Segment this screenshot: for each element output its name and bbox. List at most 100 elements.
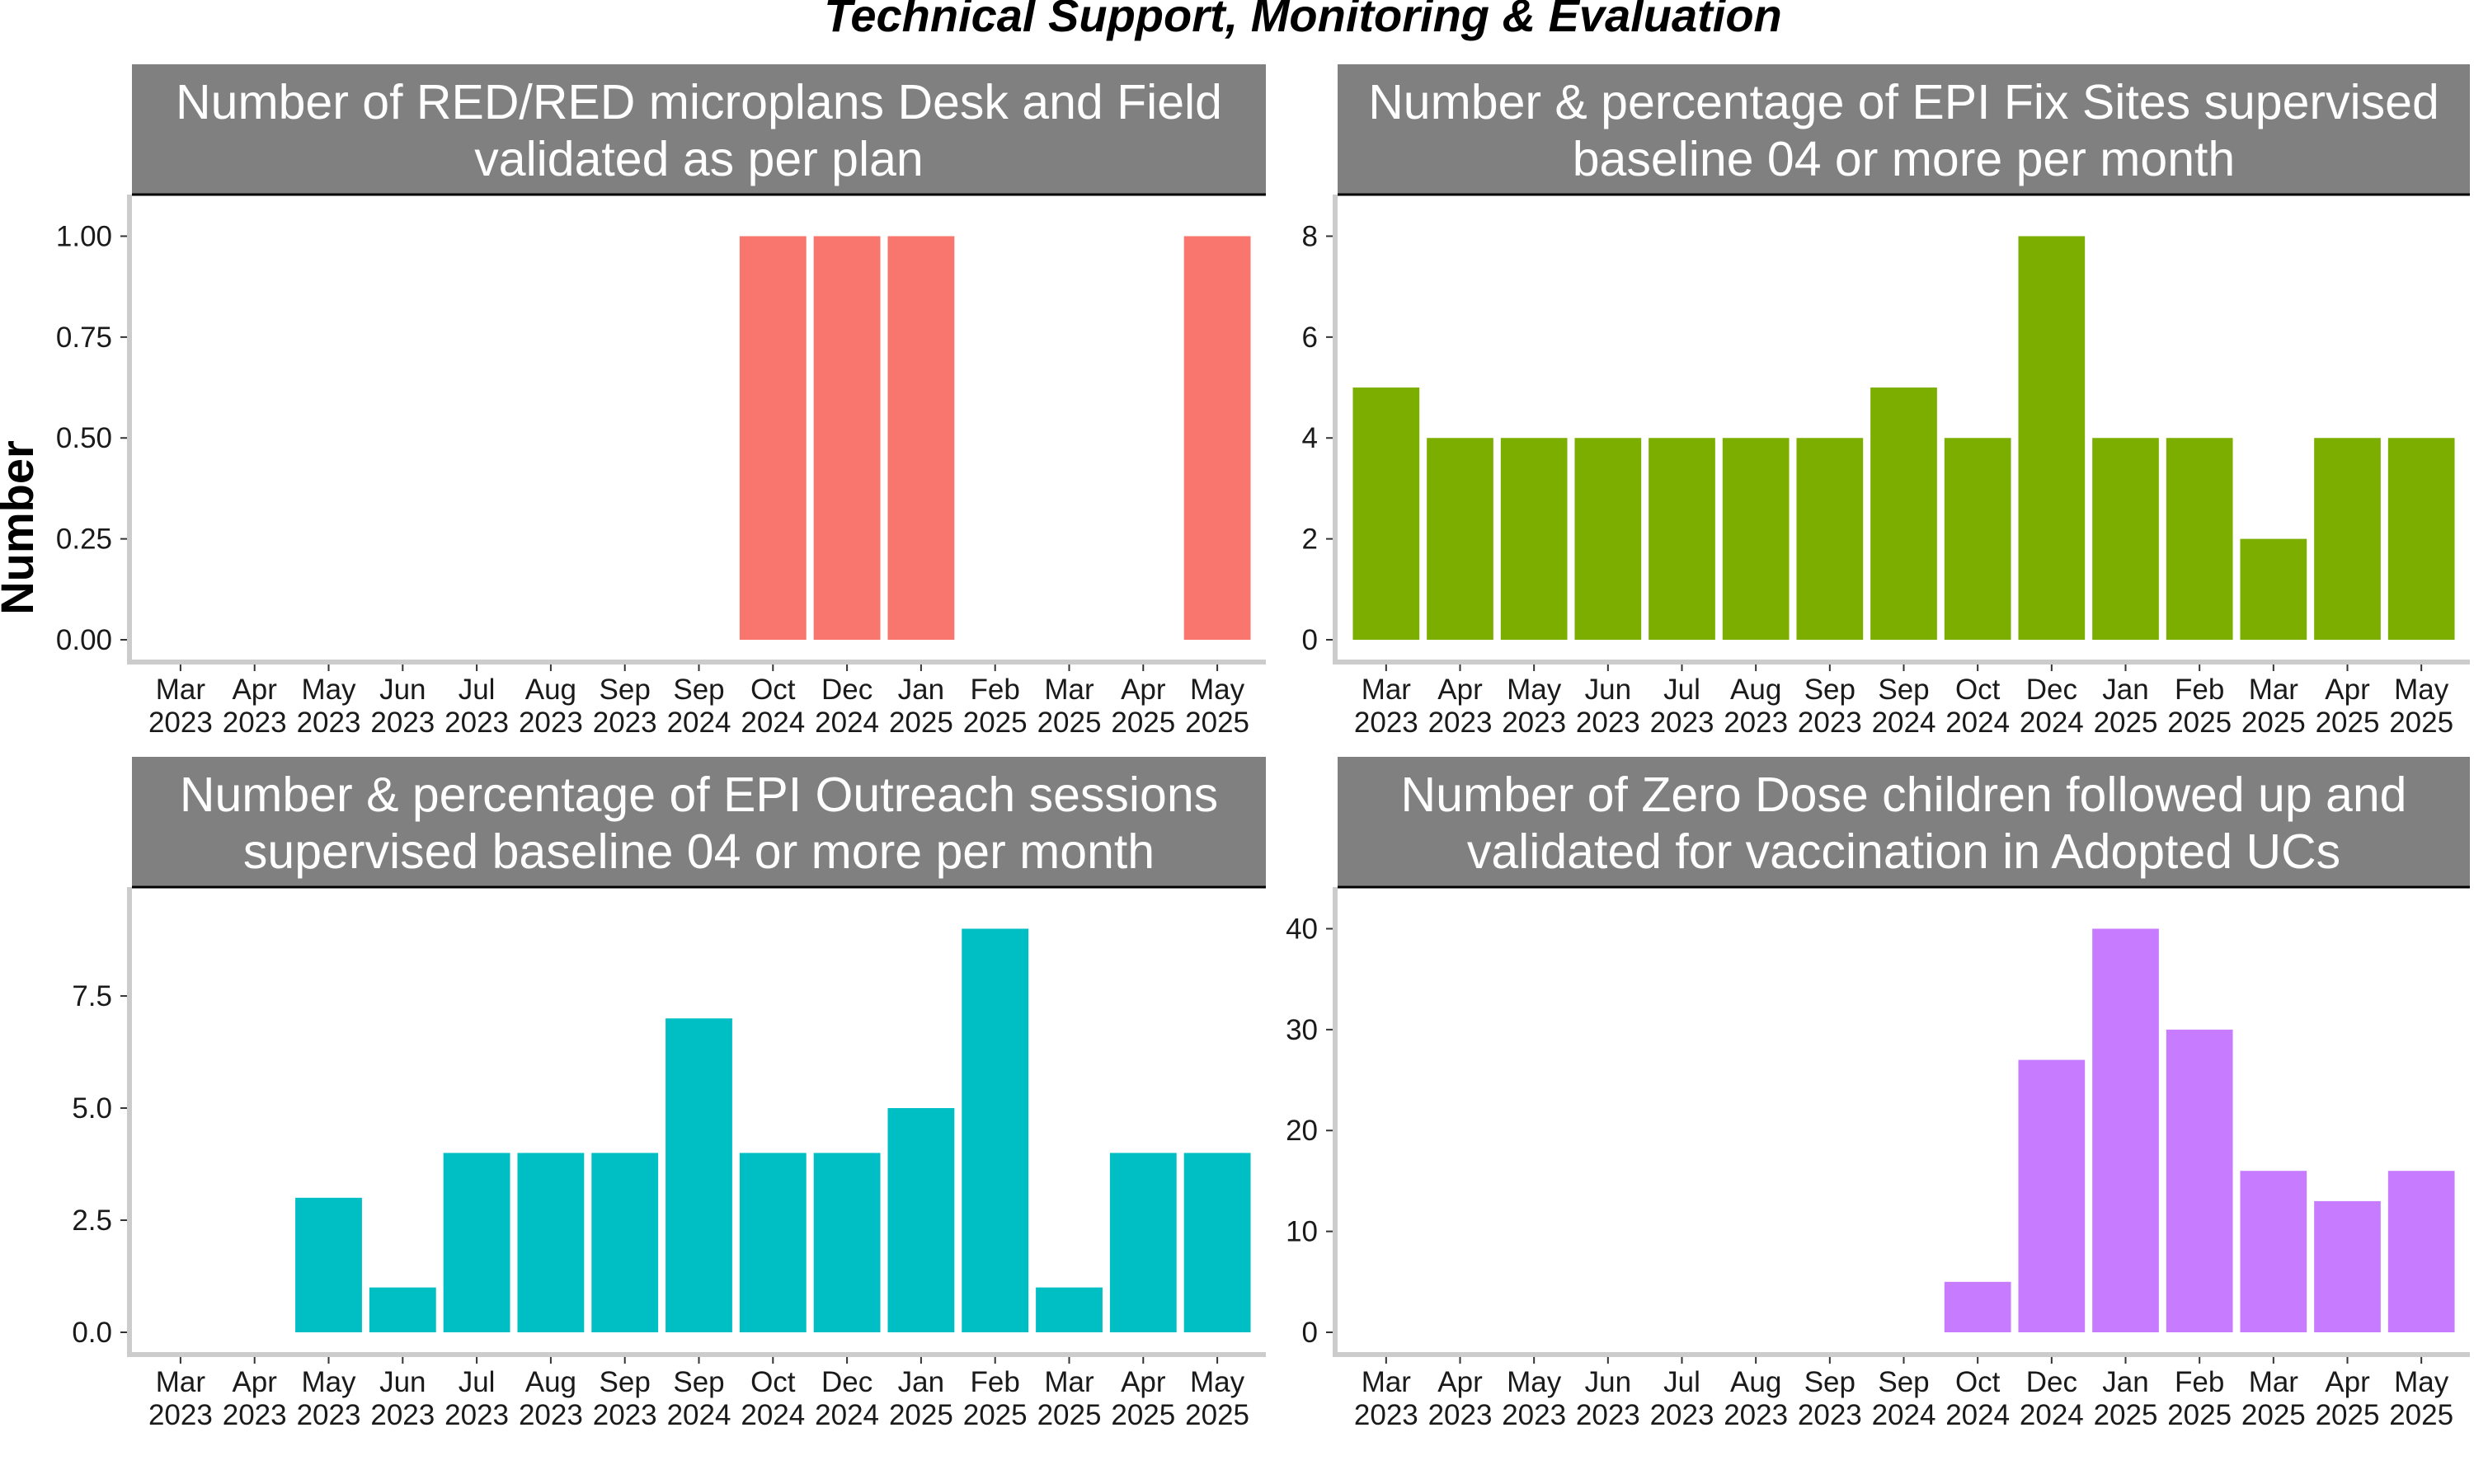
- y-axis-label: Number: [0, 440, 43, 615]
- y-tick-label: 10: [1286, 1216, 1318, 1248]
- bar: [1870, 387, 1937, 640]
- panel-title-line: Number of Zero Dose children followed up…: [1401, 768, 2407, 822]
- bar: [813, 236, 881, 640]
- x-tick-label-month: Jan: [2102, 1366, 2148, 1398]
- panel-title-strip: [132, 757, 1266, 887]
- bar: [813, 1153, 881, 1332]
- x-tick-label-year: 2023: [519, 1399, 583, 1431]
- x-tick-label-year: 2023: [297, 707, 361, 739]
- x-tick-label-month: Sep: [1878, 674, 1929, 706]
- x-tick-label-year: 2024: [2020, 707, 2084, 739]
- y-tick-label: 0.50: [56, 422, 112, 454]
- x-tick-label-year: 2025: [2167, 707, 2232, 739]
- x-tick-label-year: 2023: [1724, 1399, 1788, 1431]
- bar: [2314, 1200, 2381, 1332]
- bar: [2018, 236, 2086, 640]
- x-tick-label-year: 2024: [667, 707, 731, 739]
- x-tick-label-month: Sep: [1878, 1366, 1929, 1398]
- x-tick-label-year: 2025: [889, 1399, 953, 1431]
- bar: [295, 1197, 362, 1332]
- x-tick-label-month: Apr: [1121, 1366, 1166, 1398]
- x-tick-label-month: Sep: [600, 1366, 651, 1398]
- x-tick-label-month: Jul: [459, 674, 496, 706]
- y-tick-label: 2: [1302, 524, 1318, 556]
- x-tick-label-year: 2023: [1650, 1399, 1714, 1431]
- bar: [1036, 1287, 1103, 1332]
- x-tick-label-year: 2025: [1111, 707, 1175, 739]
- y-tick-label: 1.00: [56, 220, 112, 252]
- x-tick-label-month: Aug: [525, 1366, 576, 1398]
- x-tick-label-month: Sep: [673, 674, 724, 706]
- bar: [591, 1153, 659, 1332]
- x-tick-label-year: 2024: [1945, 707, 2010, 739]
- x-tick-label-year: 2023: [1354, 707, 1418, 739]
- x-tick-label-year: 2025: [1111, 1399, 1175, 1431]
- x-tick-label-month: Sep: [1804, 1366, 1856, 1398]
- bar: [739, 236, 807, 640]
- x-tick-label-month: Apr: [1437, 674, 1483, 706]
- x-tick-label-year: 2024: [741, 707, 805, 739]
- x-tick-label-month: Sep: [673, 1366, 724, 1398]
- x-tick-label-month: Mar: [2249, 1366, 2299, 1398]
- x-tick-label-month: May: [2394, 674, 2449, 706]
- bar: [962, 928, 1029, 1332]
- x-tick-label-year: 2024: [667, 1399, 731, 1431]
- x-tick-label-month: Apr: [232, 1366, 277, 1398]
- x-tick-label-month: Apr: [232, 674, 277, 706]
- x-tick-label-year: 2023: [1724, 707, 1788, 739]
- panel-title-line: supervised baseline 04 or more per month: [243, 824, 1155, 879]
- x-tick-label-year: 2025: [2167, 1399, 2232, 1431]
- x-tick-label-year: 2025: [2316, 1399, 2380, 1431]
- panel-title-strip: [132, 64, 1266, 195]
- x-tick-label-month: Aug: [525, 674, 576, 706]
- x-tick-label-year: 2025: [2316, 707, 2380, 739]
- y-tick-label: 0.25: [56, 524, 112, 556]
- x-tick-label-year: 2023: [1428, 707, 1493, 739]
- x-tick-label-month: Feb: [2175, 674, 2224, 706]
- bar: [739, 1153, 807, 1332]
- bar: [2166, 438, 2233, 640]
- x-tick-label-year: 2023: [1798, 707, 1862, 739]
- x-tick-label-month: Jul: [459, 1366, 496, 1398]
- y-tick-label: 5.0: [72, 1092, 112, 1125]
- x-tick-label-year: 2025: [963, 707, 1028, 739]
- x-tick-label-year: 2025: [2241, 707, 2306, 739]
- x-tick-label-month: Oct: [1955, 1366, 2001, 1398]
- panel-title-strip: [1338, 757, 2470, 887]
- x-tick-label-month: Mar: [156, 674, 206, 706]
- bar: [2387, 438, 2455, 640]
- x-tick-label-month: Mar: [1362, 1366, 1412, 1398]
- bar: [1649, 438, 1715, 640]
- x-tick-label-month: Aug: [1730, 1366, 1781, 1398]
- x-tick-label-year: 2024: [2020, 1399, 2084, 1431]
- x-tick-label-year: 2025: [1037, 1399, 1102, 1431]
- x-tick-label-month: May: [1190, 1366, 1245, 1398]
- panel-title-line: Number & percentage of EPI Fix Sites sup…: [1368, 75, 2439, 129]
- x-tick-label-month: May: [301, 1366, 356, 1398]
- y-tick-label: 0.75: [56, 322, 112, 354]
- y-tick-label: 30: [1286, 1014, 1318, 1046]
- facet-panels: Number of RED/RED microplans Desk and Fi…: [56, 64, 2470, 1431]
- bar: [1427, 438, 1493, 640]
- bar: [1944, 1281, 2011, 1332]
- bar: [517, 1153, 585, 1332]
- y-tick-label: 7.5: [72, 980, 112, 1012]
- x-tick-label-month: May: [1507, 674, 1562, 706]
- x-tick-label-year: 2025: [2389, 1399, 2453, 1431]
- x-tick-label-year: 2023: [1502, 1399, 1566, 1431]
- x-tick-label-year: 2023: [1428, 1399, 1493, 1431]
- x-tick-label-month: Jun: [379, 674, 426, 706]
- x-tick-label-month: Oct: [750, 674, 796, 706]
- x-tick-label-month: Jul: [1663, 1366, 1700, 1398]
- x-tick-label-year: 2023: [1798, 1399, 1862, 1431]
- x-tick-label-year: 2023: [1650, 707, 1714, 739]
- x-tick-label-year: 2023: [297, 1399, 361, 1431]
- x-tick-label-year: 2023: [444, 707, 509, 739]
- x-tick-label-year: 2025: [1185, 1399, 1249, 1431]
- x-tick-label-month: Jan: [898, 674, 944, 706]
- x-tick-label-year: 2023: [593, 1399, 657, 1431]
- bar: [1944, 438, 2011, 640]
- x-tick-label-month: Mar: [156, 1366, 206, 1398]
- panel-3: Number & percentage of EPI Outreach sess…: [72, 757, 1266, 1431]
